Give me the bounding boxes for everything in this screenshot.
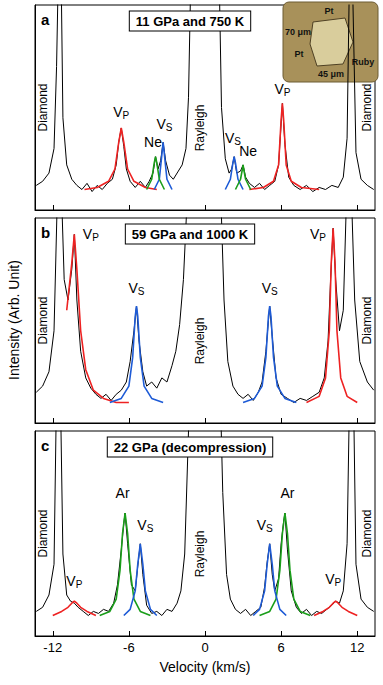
svg-text:V: V <box>261 279 271 296</box>
svg-text:S: S <box>266 523 273 534</box>
svg-text:12: 12 <box>350 640 364 655</box>
svg-text:6: 6 <box>278 640 285 655</box>
svg-text:Rayleigh: Rayleigh <box>193 105 207 152</box>
svg-text:V: V <box>113 103 123 120</box>
svg-text:Ar: Ar <box>280 485 294 501</box>
svg-text:Diamond: Diamond <box>360 509 374 557</box>
svg-text:Velocity (km/s): Velocity (km/s) <box>159 659 250 675</box>
html-text:VS: VS <box>224 130 241 148</box>
svg-text:V: V <box>309 226 320 243</box>
svg-text:59 GPa and 1000 K: 59 GPa and 1000 K <box>132 227 249 242</box>
svg-text:Ruby: Ruby <box>352 57 375 67</box>
svg-text:P: P <box>284 87 291 98</box>
svg-text:Intensity (Arb. Unit): Intensity (Arb. Unit) <box>6 260 22 380</box>
svg-text:P: P <box>76 579 83 590</box>
svg-text:c: c <box>41 437 49 454</box>
svg-text:Rayleigh: Rayleigh <box>193 318 207 365</box>
svg-text:S: S <box>271 286 278 297</box>
svg-text:Diamond: Diamond <box>360 296 374 344</box>
svg-text:11 GPa and 750 K: 11 GPa and 750 K <box>136 14 245 29</box>
svg-text:a: a <box>41 11 50 28</box>
svg-text:S: S <box>166 122 173 133</box>
svg-text:V: V <box>274 81 284 98</box>
svg-text:S: S <box>147 523 154 534</box>
svg-text:V: V <box>82 226 93 243</box>
svg-text:V: V <box>256 517 266 534</box>
svg-text:-12: -12 <box>43 640 62 655</box>
svg-text:70 μm: 70 μm <box>285 27 311 37</box>
svg-text:V: V <box>128 279 138 296</box>
svg-text:Diamond: Diamond <box>36 296 50 344</box>
svg-text:Pt: Pt <box>295 49 304 59</box>
svg-text:b: b <box>41 224 50 241</box>
svg-text:P: P <box>319 232 326 243</box>
svg-text:Diamond: Diamond <box>36 509 50 557</box>
svg-text:V: V <box>325 570 335 587</box>
svg-text:45 μm: 45 μm <box>318 69 344 79</box>
svg-text:Rayleigh: Rayleigh <box>193 531 207 578</box>
svg-text:S: S <box>138 286 145 297</box>
svg-text:V: V <box>66 572 76 589</box>
svg-text:Ar: Ar <box>116 485 130 501</box>
svg-text:22 GPa (decompression): 22 GPa (decompression) <box>114 440 266 455</box>
svg-text:Ne: Ne <box>239 143 257 159</box>
svg-text:Pt: Pt <box>325 6 334 16</box>
svg-text:0: 0 <box>201 640 208 655</box>
svg-text:-6: -6 <box>123 640 135 655</box>
svg-text:Diamond: Diamond <box>36 83 50 131</box>
svg-text:V: V <box>137 517 147 534</box>
svg-text:P: P <box>334 577 341 588</box>
svg-text:P: P <box>123 110 130 121</box>
svg-text:V: V <box>156 115 166 132</box>
svg-text:Ne: Ne <box>144 134 162 150</box>
svg-text:P: P <box>92 232 99 243</box>
svg-text:Diamond: Diamond <box>360 83 374 131</box>
